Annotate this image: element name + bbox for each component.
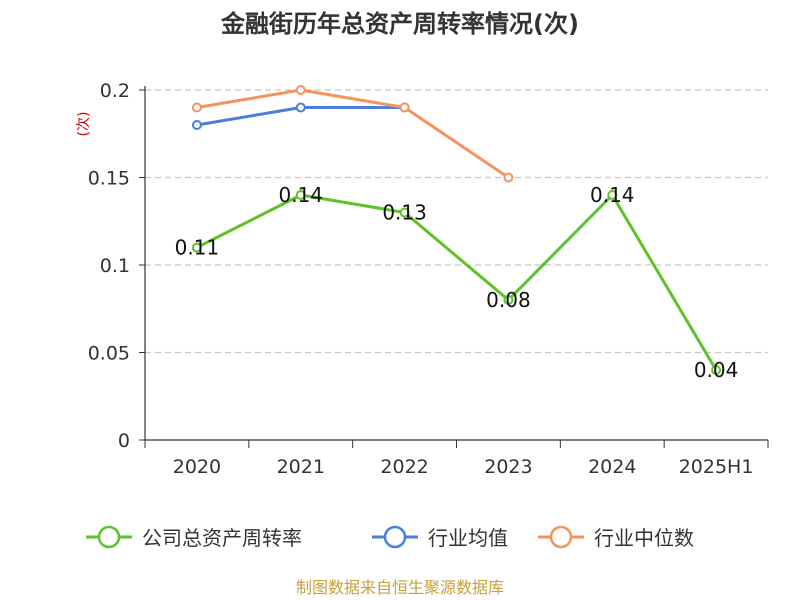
data-label: 0.14 — [590, 183, 635, 207]
y-tick-label: 0.1 — [100, 255, 130, 277]
data-point — [295, 85, 306, 95]
data-label: 0.04 — [694, 358, 739, 382]
source-note: 制图数据来自恒生聚源数据库 — [296, 578, 504, 597]
data-label: 0.08 — [486, 288, 531, 312]
x-tick-label: 2024 — [588, 456, 636, 478]
data-point — [711, 365, 722, 375]
x-tick-label: 2023 — [484, 456, 532, 478]
legend-label: 行业均值 — [428, 526, 508, 550]
legend-swatch-marker — [549, 525, 573, 549]
data-label: 0.14 — [278, 183, 323, 207]
legend-item-0[interactable]: 公司总资产周转率 — [86, 525, 302, 550]
legend-label: 公司总资产周转率 — [142, 526, 302, 550]
data-point — [295, 102, 306, 113]
series-line-2 — [195, 88, 510, 179]
y-tick-label: 0.05 — [88, 343, 130, 365]
axes: 0 0.05 0.1 0.15 0.2 2020 2021 2022 2023 2024 2025H… — [88, 80, 769, 478]
series-line-0 — [195, 193, 718, 372]
legend-item-2[interactable]: 行业中位数 — [538, 525, 694, 550]
y-tick-label: 0.15 — [88, 168, 130, 190]
legend[interactable]: 公司总资产周转率 行业均值 行业中位数 — [86, 525, 694, 550]
chart-title: 金融街历年总资产周转率情况(次) — [220, 10, 579, 38]
legend-swatch-marker — [97, 525, 121, 549]
data-point — [399, 207, 410, 218]
data-labels: 0.11 0.14 0.13 0.08 0.14 0.04 — [175, 183, 739, 382]
legend-item-1[interactable]: 行业均值 — [372, 525, 508, 550]
data-point — [503, 295, 514, 305]
data-point — [295, 190, 306, 200]
y-tick-label: 0 — [118, 430, 130, 452]
x-tick-label: 2020 — [173, 456, 221, 478]
data-point — [191, 120, 202, 130]
data-point — [607, 190, 618, 200]
data-point — [191, 242, 202, 253]
data-point — [503, 172, 514, 183]
grid-lines — [145, 89, 768, 354]
legend-label: 行业中位数 — [594, 526, 694, 550]
data-label: 0.13 — [382, 201, 427, 225]
y-tick-label: 0.2 — [100, 80, 130, 102]
x-tick-label: 2021 — [277, 456, 325, 478]
x-tick-label: 2022 — [380, 456, 428, 478]
data-point — [399, 102, 410, 113]
x-tick-label: 2025H1 — [679, 456, 754, 478]
series-lines — [191, 85, 722, 375]
data-point — [191, 102, 202, 113]
y-axis-label: (次) — [76, 112, 92, 137]
data-label: 0.11 — [175, 236, 220, 260]
legend-swatch-marker — [383, 525, 407, 549]
